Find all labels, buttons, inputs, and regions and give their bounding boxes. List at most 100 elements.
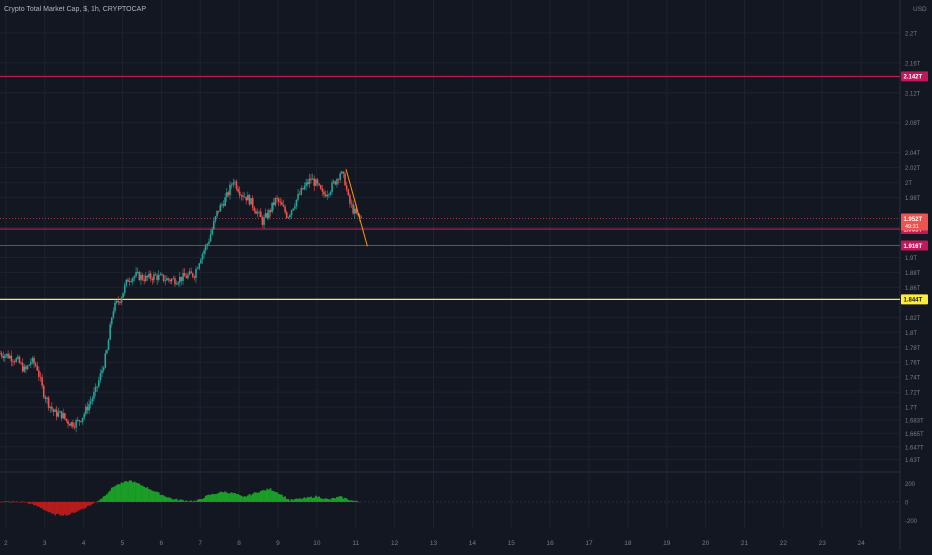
candle-body [72, 422, 74, 427]
candle-body [250, 198, 252, 205]
oscillator-bar [290, 498, 293, 502]
level-price-tag [901, 71, 928, 82]
oscillator-bar [16, 501, 19, 503]
candle-body [211, 228, 214, 235]
price-tick-label: 1.88T [905, 271, 921, 277]
candle-body [109, 324, 111, 340]
oscillator-bar [243, 496, 246, 502]
price-tick-label: 1.98T [905, 196, 921, 202]
oscillator-bar [2, 501, 5, 503]
candle-body [135, 271, 137, 277]
oscillator-bar [97, 500, 100, 502]
oscillator-bar [112, 487, 115, 502]
oscillator-bar [300, 499, 303, 502]
trendline[interactable] [345, 169, 368, 247]
oscillator-bar [18, 501, 21, 503]
candle-body [227, 192, 230, 196]
oscillator-bar [60, 501, 63, 516]
candle-body [175, 283, 178, 285]
oscillator-bar [204, 495, 207, 502]
oscillator-bar [352, 500, 355, 502]
candle-body [258, 211, 260, 213]
oscillator-bar [21, 501, 24, 502]
candle-body [315, 179, 317, 186]
current-price-tag-label: 1.952T [904, 217, 923, 223]
candle-body [282, 204, 285, 207]
oscillator-bar [54, 501, 56, 516]
oscillator-bar [280, 494, 283, 502]
candle-body [26, 365, 29, 370]
candle-body [81, 417, 84, 422]
oscillator-bar [209, 495, 212, 502]
candle-body [51, 406, 53, 410]
oscillator-bar [0, 501, 1, 503]
price-tick-label: 1.78T [905, 346, 921, 352]
candle-body [200, 259, 202, 264]
oscillator-bar [89, 501, 92, 506]
oscillator-bar [104, 495, 107, 502]
candle-body [17, 356, 19, 359]
candle-body [91, 398, 94, 402]
candle-body [217, 210, 220, 212]
candle-body [96, 386, 98, 388]
price-tick-label: 1.63T [905, 458, 921, 464]
candle-body [102, 367, 105, 371]
candle-body [339, 173, 341, 180]
oscillator-bar [203, 498, 206, 502]
oscillator-bar [253, 492, 256, 502]
oscillator-bar [274, 492, 277, 502]
oscillator-bar [141, 485, 144, 502]
candle-body [138, 271, 141, 281]
price-tick-label: 1.76T [905, 361, 921, 367]
oscillator-bar [106, 494, 108, 502]
candle-body [284, 206, 286, 213]
oscillator-bar [344, 497, 346, 502]
candle-body [259, 211, 262, 218]
horizontal-levels[interactable] [0, 75, 900, 300]
oscillator-bar [44, 501, 47, 511]
candle-body [268, 210, 270, 219]
candle-body [303, 185, 306, 190]
candle-body [122, 292, 124, 298]
oscillator-bar [357, 501, 359, 503]
oscillator-bar [23, 501, 26, 503]
oscillator-bar [332, 497, 335, 502]
time-tick-label: 19 [663, 540, 671, 547]
oscillator-bar [36, 501, 39, 507]
candle-body [328, 194, 330, 196]
candle-body [7, 353, 9, 359]
candle-body [88, 404, 90, 411]
candle-body [183, 272, 186, 277]
oscillator-bar [272, 491, 275, 502]
candle-body [157, 274, 160, 280]
candle-body [297, 194, 299, 200]
candle-body [148, 273, 150, 278]
time-tick-label: 15 [508, 540, 516, 547]
candle-body [75, 420, 77, 428]
price-tick-label: 1.665T [905, 432, 924, 438]
oscillator-bar [319, 498, 322, 502]
candle-body [238, 191, 241, 196]
time-tick-label: 12 [391, 540, 399, 547]
oscillator-bar [13, 501, 16, 503]
oscillator-bar [65, 501, 68, 516]
trendline-segment[interactable] [345, 169, 368, 247]
candle-body [221, 204, 223, 206]
candle-body [167, 278, 170, 280]
time-tick-label: 23 [819, 540, 827, 547]
time-tick-label: 3 [43, 540, 47, 547]
time-tick-label: 8 [237, 540, 241, 547]
candle-body [190, 271, 192, 274]
candle-body [12, 361, 14, 363]
oscillator-bar [78, 501, 81, 510]
candle-body [305, 182, 307, 186]
oscillator-bar [219, 491, 222, 502]
candle-body [287, 217, 290, 219]
chart-title: Crypto Total Market Cap, $, 1h, CRYPTOCA… [4, 6, 146, 13]
oscillator-bar [29, 501, 32, 504]
time-axis[interactable]: 2 3 4 5 6 7 8 9 10 11 12 13 14 15 16 17 18 19 20 21 22 23 24 [4, 540, 865, 547]
oscillator-bar [123, 481, 126, 502]
time-tick-label: 10 [313, 540, 321, 547]
